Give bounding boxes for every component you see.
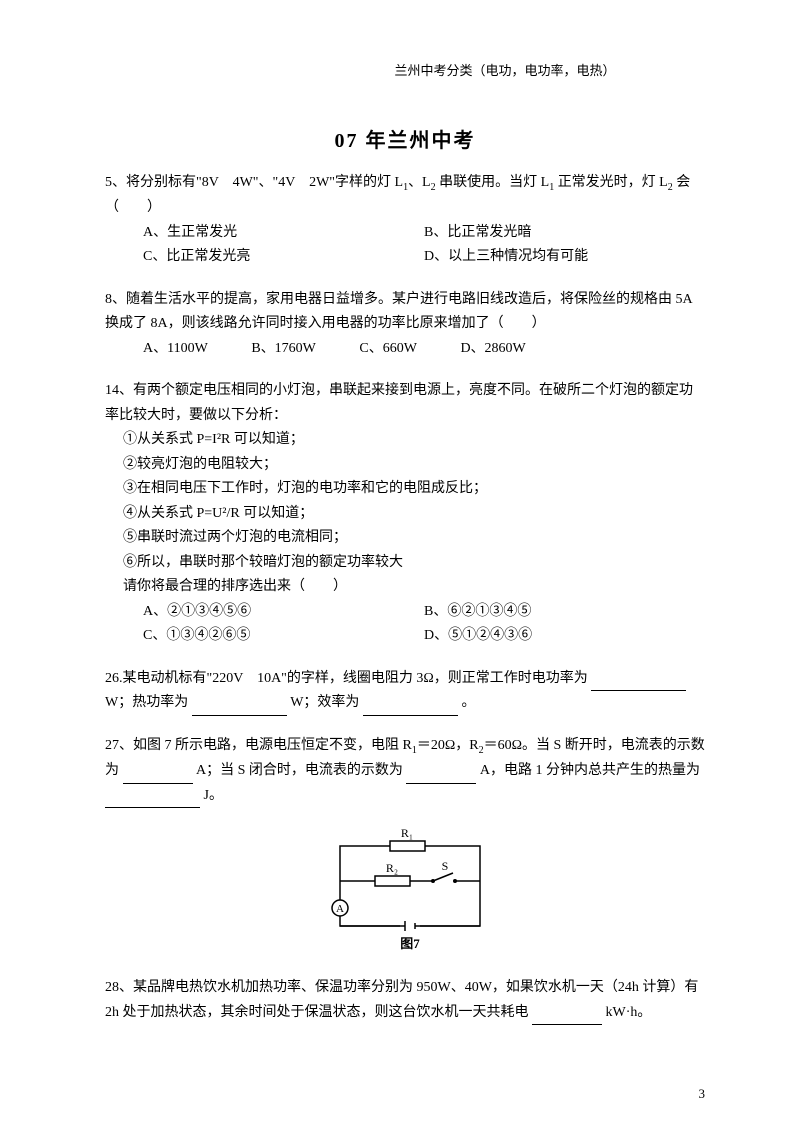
q27-blank-2 xyxy=(406,768,476,784)
q14-option-c: C、①③④②⑥⑤ xyxy=(143,624,424,649)
q8-option-b: B、1760W xyxy=(251,337,316,362)
q5-option-d: D、以上三种情况均有可能 xyxy=(424,245,705,270)
q26-blank-1 xyxy=(591,675,686,691)
q14-option-a: A、②①③④⑤⑥ xyxy=(143,600,424,625)
page-header: 兰州中考分类（电功，电功率，电热） xyxy=(105,60,705,79)
q5-option-c: C、比正常发光亮 xyxy=(143,245,424,270)
question-28: 28、某品牌电热饮水机加热功率、保温功率分别为 950W、40W，如果饮水机一天… xyxy=(105,976,705,1025)
q8-option-c: C、660W xyxy=(359,337,417,362)
q5-stem: 5、将分别标有"8V 4W"、"4V 2W"字样的灯 L1、L2 串联使用。当灯… xyxy=(105,171,705,221)
q5-options: A、生正常发光 C、比正常发光亮 B、比正常发光暗 D、以上三种情况均有可能 xyxy=(105,221,705,270)
page-title: 07 年兰州中考 xyxy=(105,124,705,153)
q14-items: ①从关系式 P=I²R 可以知道； ②较亮灯泡的电阻较大； ③在相同电压下工作时… xyxy=(105,428,705,600)
q26-pre: 26.某电动机标有"220V 10A"的字样，线圈电阻力 3Ω，则正常工作时电功… xyxy=(105,671,588,686)
q14-item-5: ⑤串联时流过两个灯泡的电流相同； xyxy=(123,526,705,551)
q14-item-2: ②较亮灯泡的电阻较大； xyxy=(123,453,705,478)
q8-stem: 8、随着生活水平的提高，家用电器日益增多。某户进行电路旧线改造后，将保险丝的规格… xyxy=(105,288,705,337)
q27-blank-3 xyxy=(105,792,200,808)
q14-item-1: ①从关系式 P=I²R 可以知道； xyxy=(123,428,705,453)
q14-item-3: ③在相同电压下工作时，灯泡的电功率和它的电阻成反比； xyxy=(123,477,705,502)
q14-options: A、②①③④⑤⑥ C、①③④②⑥⑤ B、⑥②①③④⑤ D、⑤①②④③⑥ xyxy=(105,600,705,649)
circuit-caption: 图7 xyxy=(400,936,420,951)
q14-option-d: D、⑤①②④③⑥ xyxy=(424,624,705,649)
label-r2: R₂ xyxy=(386,861,398,875)
circuit-svg: R₁ R₂ S A 图7 xyxy=(305,826,505,956)
q26-blank-2 xyxy=(192,700,287,716)
q5-option-b: B、比正常发光暗 xyxy=(424,221,705,246)
q8-option-d: D、2860W xyxy=(460,337,525,362)
question-26: 26.某电动机标有"220V 10A"的字样，线圈电阻力 3Ω，则正常工作时电功… xyxy=(105,667,705,716)
q8-option-a: A、1100W xyxy=(143,337,208,362)
q14-item-6: ⑥所以，串联时那个较暗灯泡的额定功率较大 xyxy=(123,551,705,576)
q14-item-4: ④从关系式 P=U²/R 可以知道； xyxy=(123,502,705,527)
q8-options: A、1100W B、1760W C、660W D、2860W xyxy=(105,337,705,362)
label-r1: R₁ xyxy=(401,826,413,840)
q5-option-a: A、生正常发光 xyxy=(143,221,424,246)
q14-prompt: 请你将最合理的排序选出来（ ） xyxy=(123,575,705,600)
question-8: 8、随着生活水平的提高，家用电器日益增多。某户进行电路旧线改造后，将保险丝的规格… xyxy=(105,288,705,362)
q27-blank-1 xyxy=(123,768,193,784)
label-s: S xyxy=(442,859,449,873)
q14-stem: 14、有两个额定电压相同的小灯泡，串联起来接到电源上，亮度不同。在破所二个灯泡的… xyxy=(105,379,705,428)
q28-blank xyxy=(532,1009,602,1025)
question-5: 5、将分别标有"8V 4W"、"4V 2W"字样的灯 L1、L2 串联使用。当灯… xyxy=(105,171,705,270)
question-14: 14、有两个额定电压相同的小灯泡，串联起来接到电源上，亮度不同。在破所二个灯泡的… xyxy=(105,379,705,649)
question-27: 27、如图 7 所示电路，电源电压恒定不变，电阻 R1＝20Ω，R2＝60Ω。当… xyxy=(105,734,705,808)
circuit-diagram: R₁ R₂ S A 图7 xyxy=(105,826,705,961)
page-number: 3 xyxy=(699,1086,706,1102)
label-a: A xyxy=(336,903,344,915)
header-text: 兰州中考分类（电功，电功率，电热） xyxy=(394,63,615,78)
q14-option-b: B、⑥②①③④⑤ xyxy=(424,600,705,625)
q26-blank-3 xyxy=(363,700,458,716)
